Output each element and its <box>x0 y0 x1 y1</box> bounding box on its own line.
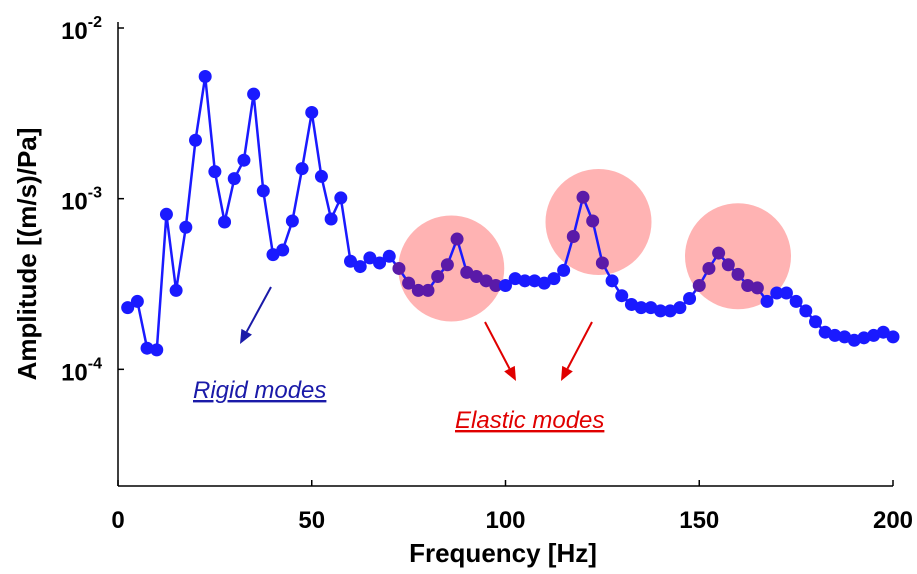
data-point <box>828 328 842 342</box>
data-point <box>373 256 387 270</box>
data-point <box>421 283 435 297</box>
data-point <box>721 258 735 272</box>
elastic-mode-highlight-3 <box>685 203 791 310</box>
data-point <box>566 230 580 244</box>
y-tick-label--2: 10-2 <box>61 14 102 45</box>
data-point <box>886 330 900 344</box>
y-tick-label--3: 10-3 <box>61 185 102 216</box>
data-point <box>537 276 551 290</box>
data-point <box>198 69 212 83</box>
data-point <box>256 184 270 198</box>
data-point <box>469 269 483 283</box>
data-point <box>276 243 290 257</box>
data-point <box>654 304 667 318</box>
data-point <box>528 274 542 288</box>
x-tick-label-0: 0 <box>111 507 124 534</box>
data-point <box>634 301 648 315</box>
data-point <box>411 283 425 297</box>
x-tick-label-150: 150 <box>679 507 719 534</box>
data-point <box>673 301 687 315</box>
data-point <box>130 294 144 308</box>
data-point <box>227 172 241 186</box>
data-point <box>760 294 774 308</box>
data-point <box>557 263 571 277</box>
data-point <box>499 278 512 292</box>
data-point <box>169 283 183 297</box>
x-tick-label-100: 100 <box>485 507 525 534</box>
data-point <box>189 133 202 147</box>
data-point <box>285 214 299 228</box>
data-point <box>392 261 406 275</box>
rigid-modes-arrow <box>240 286 272 344</box>
data-point <box>450 232 464 246</box>
data-point <box>247 87 261 101</box>
data-point <box>218 215 232 229</box>
data-point <box>159 207 173 221</box>
data-point <box>121 301 135 315</box>
x-tick-label-50: 50 <box>298 507 325 534</box>
annotation-arrows <box>240 286 593 381</box>
data-point <box>547 272 561 286</box>
data-point <box>324 212 338 226</box>
data-point <box>615 289 629 303</box>
data-point <box>363 251 377 265</box>
data-point <box>702 261 716 275</box>
data-point <box>266 248 280 262</box>
data-point <box>431 269 445 283</box>
data-point <box>402 276 416 290</box>
data-point <box>750 281 764 295</box>
elastic-modes-label: Elastic modes <box>455 407 604 434</box>
rigid-modes-label: Rigid modes <box>193 377 326 404</box>
elastic-modes-arrow-left <box>484 321 516 381</box>
data-point <box>586 214 600 228</box>
data-point <box>344 254 357 268</box>
data-point <box>683 292 697 306</box>
data-point <box>179 220 193 234</box>
data-point <box>140 341 154 355</box>
data-point <box>809 315 822 329</box>
x-tick-label-200: 200 <box>873 507 913 534</box>
data-point <box>150 343 164 357</box>
x-axis-title: Frequency [Hz] <box>409 538 597 568</box>
series-amplitude <box>121 69 900 357</box>
data-point <box>305 105 319 119</box>
data-point <box>440 258 454 272</box>
data-point <box>479 274 493 288</box>
data-point <box>295 162 309 176</box>
data-point <box>605 274 619 288</box>
data-point <box>518 274 532 288</box>
y-tick-label--4: 10-4 <box>61 355 102 386</box>
data-point <box>334 191 348 205</box>
elastic-modes-arrow-right <box>561 321 593 381</box>
ticks: 0 50 100 150 200 10-4 10-3 10-2 <box>61 14 913 534</box>
data-point <box>712 246 726 260</box>
data-point <box>789 294 803 308</box>
data-point <box>595 256 609 270</box>
data-point <box>489 278 503 292</box>
data-point <box>731 267 745 281</box>
data-point <box>382 249 396 263</box>
series-line <box>127 75 894 352</box>
data-point <box>208 165 222 179</box>
data-point <box>876 325 890 339</box>
data-point <box>576 190 590 204</box>
data-point <box>314 169 328 183</box>
y-axis-title: Amplitude [(m/s)/Pa] <box>12 128 42 381</box>
data-point <box>692 278 706 292</box>
data-point <box>779 286 793 300</box>
data-point <box>508 272 522 286</box>
data-point <box>799 304 813 318</box>
data-point <box>353 260 367 274</box>
data-point <box>237 153 251 167</box>
data-point <box>770 286 784 300</box>
